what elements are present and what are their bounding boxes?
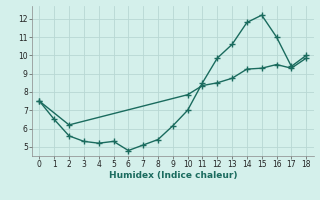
X-axis label: Humidex (Indice chaleur): Humidex (Indice chaleur) bbox=[108, 171, 237, 180]
